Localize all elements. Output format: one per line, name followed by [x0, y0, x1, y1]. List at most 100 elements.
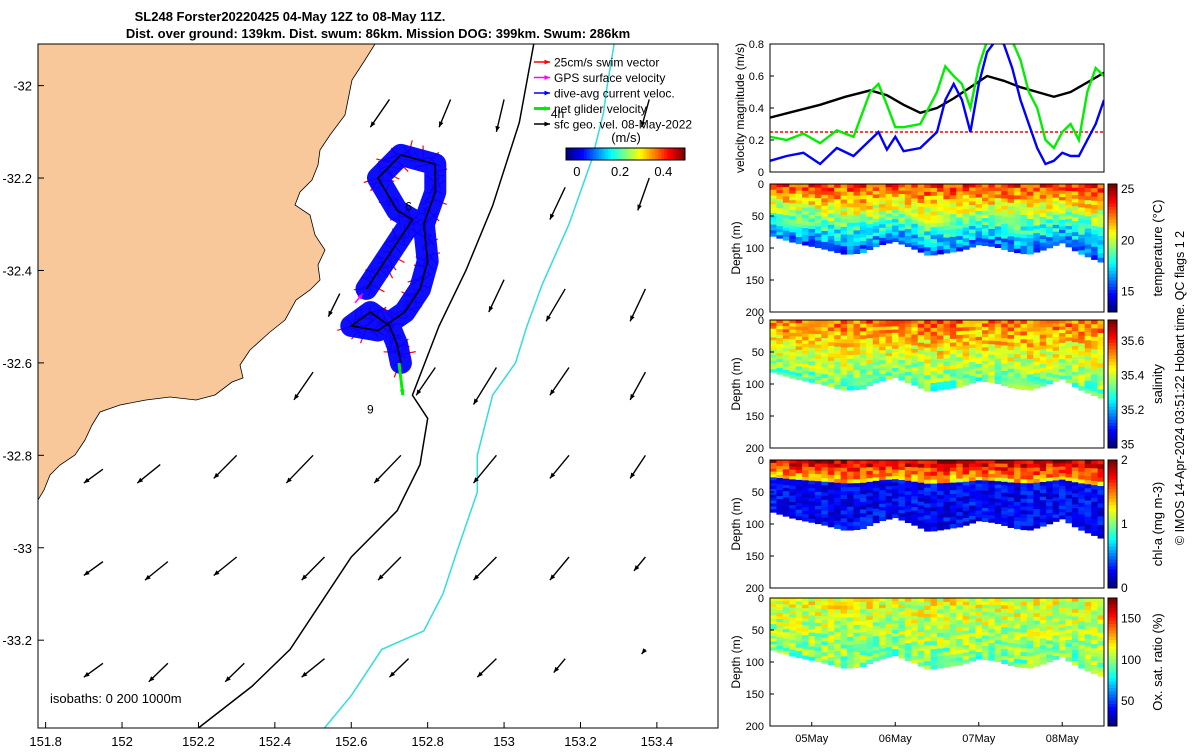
section-cell: [1027, 503, 1034, 507]
section-cell: [1008, 221, 1015, 225]
section-cell: [1021, 483, 1028, 487]
section-cell: [841, 483, 848, 487]
section-cell: [796, 343, 803, 347]
section-cell: [796, 605, 803, 609]
section-cell: [905, 240, 912, 244]
section-cell: [1059, 340, 1066, 344]
section-cell: [809, 467, 816, 471]
section-cell: [1040, 191, 1047, 195]
section-cell: [905, 519, 912, 523]
section-cell: [828, 199, 835, 203]
section-cell: [1021, 188, 1028, 192]
section-cell: [976, 218, 983, 222]
section-cell: [866, 638, 873, 642]
section-cell: [796, 350, 803, 354]
section-cell: [892, 371, 899, 375]
section-cell: [1001, 202, 1008, 206]
section-colorbar-segment: [1108, 636, 1117, 640]
section-cell: [892, 349, 899, 353]
section-cell: [860, 366, 867, 370]
section-cell: [931, 527, 938, 531]
section-cell: [1078, 382, 1085, 386]
section-cell: [1065, 608, 1072, 612]
section-cell: [1059, 187, 1066, 191]
section-cell: [873, 233, 880, 237]
section-cell: [809, 358, 816, 362]
section-cell: [1040, 522, 1047, 526]
section-cell: [995, 376, 1002, 380]
section-cell: [1033, 632, 1040, 636]
section-cell: [988, 626, 995, 630]
section-cell: [1001, 335, 1008, 339]
section-cell: [828, 247, 835, 251]
section-cell: [860, 347, 867, 351]
section-cell: [1053, 480, 1060, 484]
section-cell: [1014, 513, 1021, 517]
section-cell: [943, 211, 950, 215]
section-cell: [847, 610, 854, 614]
section-cell: [834, 324, 841, 328]
section-cell: [1027, 649, 1034, 653]
map-xtick-label: 153: [493, 734, 515, 749]
section-cell: [918, 487, 925, 491]
section-cell: [879, 480, 886, 484]
section-cell: [969, 362, 976, 366]
section-cell: [988, 615, 995, 619]
section-cell: [1085, 352, 1092, 357]
section-cell: [886, 343, 893, 347]
section-cell: [905, 229, 912, 233]
section-cell: [950, 195, 957, 199]
section-cell: [982, 474, 989, 478]
section-cell: [918, 226, 925, 230]
section-cell: [1001, 496, 1008, 500]
section-cell: [1059, 200, 1066, 204]
section-cell: [776, 341, 783, 345]
section-cell: [1001, 360, 1008, 364]
section-cell: [931, 661, 938, 665]
section-cell: [873, 505, 880, 509]
section-cell: [770, 196, 777, 199]
section-colorbar-segment: [1108, 691, 1117, 695]
section-cell: [847, 203, 854, 207]
section-cell: [950, 513, 957, 517]
section-cell: [1065, 657, 1072, 661]
section-cell: [918, 609, 925, 613]
section-cell: [892, 203, 899, 207]
section-cell: [1053, 642, 1060, 646]
section-cell: [982, 235, 989, 239]
section-cell: [860, 362, 867, 366]
section-cell: [821, 342, 828, 346]
section-cell: [943, 351, 950, 355]
section-cell: [956, 471, 963, 475]
section-cell: [854, 238, 861, 242]
section-cell: [789, 207, 796, 211]
section-cell: [1059, 489, 1066, 493]
section-cell: [796, 621, 803, 625]
section-cell: [783, 504, 790, 508]
section-cell: [1072, 342, 1079, 346]
section-cell: [1040, 613, 1047, 617]
section-cell: [950, 320, 957, 324]
section-cell: [1078, 491, 1085, 495]
section-cell: [1059, 516, 1066, 520]
section-cell: [809, 194, 816, 198]
section-cell: [1040, 324, 1047, 328]
section-cell: [976, 645, 983, 649]
section-cell: [931, 523, 938, 527]
section-cell: [1001, 349, 1008, 353]
section-cell: [821, 616, 828, 620]
section-colorbar-segment: [1108, 226, 1117, 230]
section-cell: [931, 383, 938, 387]
colorbar-segment: [611, 148, 614, 160]
section-cell: [1014, 621, 1021, 625]
section-cell: [969, 492, 976, 496]
section-cell: [1053, 375, 1060, 379]
section-cell: [1091, 226, 1098, 231]
section-cell: [976, 514, 983, 518]
section-cell: [982, 239, 989, 243]
section-cell: [982, 371, 989, 375]
section-cell: [911, 631, 918, 635]
section-cell: [770, 475, 777, 478]
